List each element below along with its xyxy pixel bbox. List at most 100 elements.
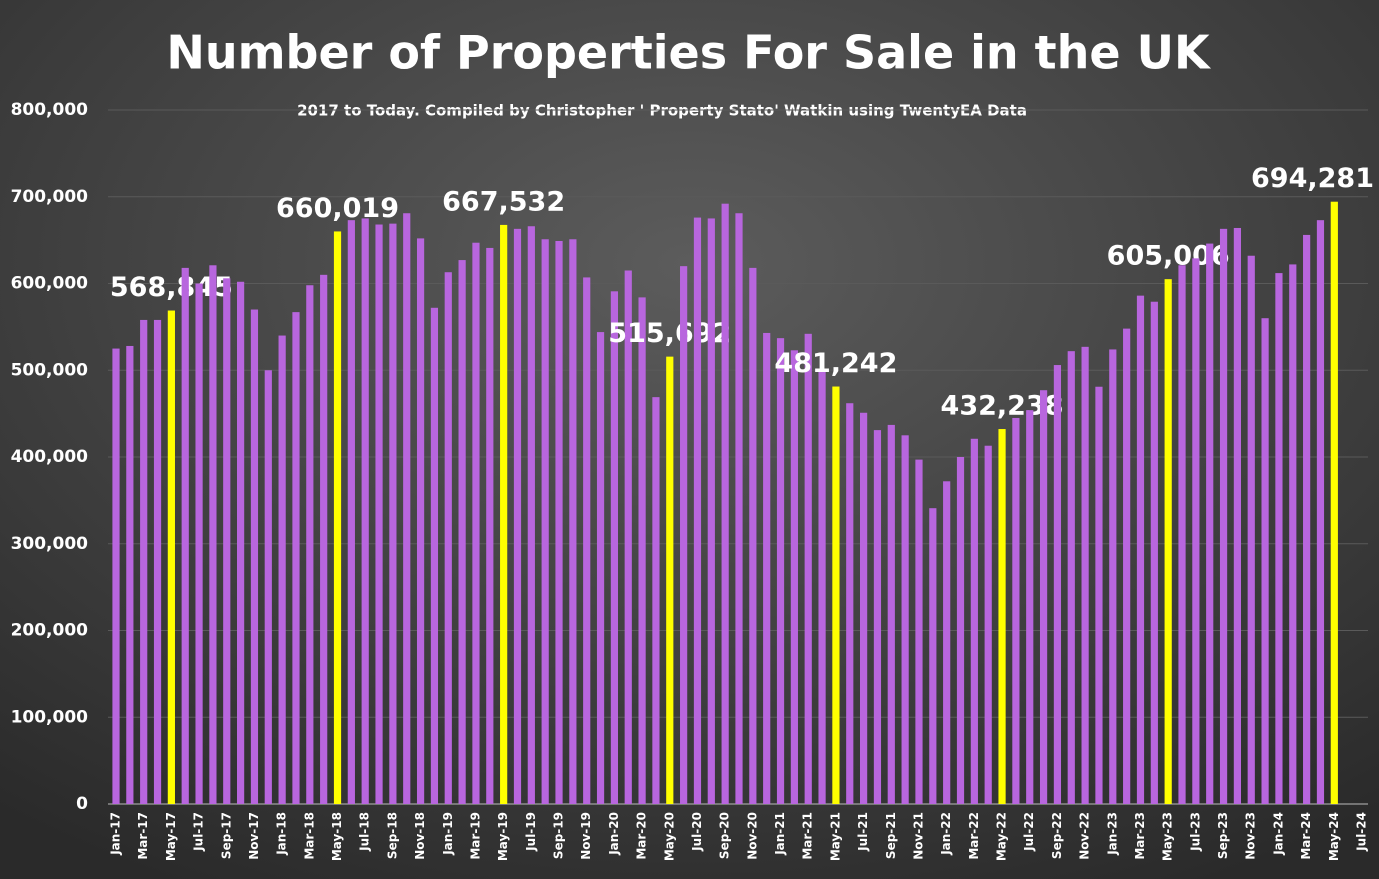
- x-tick-label: Jul-23: [1188, 812, 1202, 852]
- x-tick-label: Nov-19: [579, 812, 593, 860]
- x-tick-label: Nov-17: [247, 812, 261, 860]
- x-tick-label: Jul-18: [358, 812, 372, 852]
- bar: [680, 266, 688, 804]
- x-tick-label: Sep-21: [884, 812, 898, 859]
- bar: [873, 430, 882, 804]
- bar: [638, 297, 646, 804]
- x-tick-label: May-21: [828, 812, 842, 861]
- x-tick-label: Jan-19: [441, 812, 455, 856]
- bar: [292, 312, 300, 804]
- x-tick-label: Mar-22: [967, 812, 981, 860]
- y-tick-label: 600,000: [11, 274, 89, 294]
- x-tick-label: May-18: [330, 812, 344, 861]
- x-tick-label: May-19: [496, 812, 510, 861]
- x-tick-label: Jul-22: [1022, 812, 1036, 852]
- bar: [555, 240, 563, 804]
- chart-title: Number of Properties For Sale in the UK: [166, 26, 1212, 80]
- bar: [347, 220, 355, 805]
- bar: [666, 356, 674, 804]
- bar: [1123, 328, 1131, 804]
- value-label: 660,019: [276, 193, 399, 224]
- x-tick-label: Jul-21: [856, 812, 870, 852]
- bar: [237, 281, 245, 804]
- y-tick-label: 400,000: [11, 447, 89, 467]
- value-label: 667,532: [442, 186, 565, 217]
- bar: [209, 265, 217, 805]
- bar: [763, 332, 771, 804]
- x-tick-label: May-24: [1327, 812, 1341, 861]
- bar: [1039, 390, 1048, 804]
- bar: [112, 348, 120, 804]
- bar: [707, 218, 715, 804]
- bar: [1192, 258, 1200, 804]
- x-tick-label: Jul-24: [1355, 812, 1369, 852]
- bar: [1316, 220, 1325, 805]
- y-tick-label: 300,000: [11, 534, 89, 554]
- bar: [416, 238, 425, 804]
- bar: [1275, 273, 1283, 805]
- y-tick-label: 100,000: [11, 707, 89, 727]
- x-tick-label: Mar-21: [801, 812, 815, 860]
- x-tick-label: May-17: [164, 812, 178, 861]
- x-tick-label: Jan-20: [607, 812, 621, 856]
- bar: [278, 335, 286, 804]
- x-tick-label: Jan-17: [109, 812, 123, 856]
- y-tick-label: 0: [76, 794, 88, 814]
- bar: [610, 291, 618, 804]
- bar: [943, 481, 951, 804]
- x-tick-label: Sep-20: [718, 812, 732, 859]
- bar: [527, 226, 535, 804]
- bar: [375, 224, 383, 804]
- bar: [458, 260, 466, 804]
- bar: [735, 213, 743, 805]
- value-label: 694,281: [1251, 163, 1374, 194]
- bar: [472, 242, 480, 805]
- bar: [804, 333, 812, 804]
- bar: [1081, 346, 1089, 804]
- bar: [1109, 349, 1117, 804]
- x-tick-label: Sep-22: [1050, 812, 1064, 859]
- x-tick-label: Mar-18: [302, 812, 316, 860]
- bar: [126, 345, 134, 804]
- x-tick-label: Jan-23: [1105, 812, 1119, 856]
- bar: [264, 370, 272, 804]
- bar: [693, 217, 702, 804]
- bar: [513, 228, 522, 804]
- bar: [1247, 255, 1255, 805]
- bar: [541, 239, 549, 804]
- bar: [1330, 201, 1338, 804]
- bar: [776, 338, 785, 804]
- x-tick-label: Nov-21: [911, 812, 925, 860]
- bar: [140, 319, 148, 804]
- x-tick-label: Jul-17: [192, 812, 206, 852]
- y-tick-label: 200,000: [11, 621, 89, 641]
- bar: [984, 445, 992, 804]
- x-tick-label: Mar-23: [1133, 812, 1147, 860]
- x-tick-label: Sep-18: [385, 812, 399, 859]
- bar: [1303, 234, 1311, 805]
- bar: [444, 272, 452, 804]
- bar: [1178, 265, 1186, 805]
- bar: [1206, 243, 1214, 805]
- bar: [887, 424, 895, 804]
- bar: [250, 309, 259, 804]
- x-tick-label: Nov-22: [1078, 812, 1092, 860]
- x-tick-label: Jan-24: [1271, 812, 1285, 856]
- bar: [1026, 410, 1034, 804]
- bar: [306, 285, 314, 804]
- bar: [195, 283, 203, 804]
- x-tick-label: May-22: [995, 812, 1009, 861]
- y-tick-label: 800,000: [11, 100, 89, 120]
- x-tick-label: Mar-19: [468, 812, 482, 860]
- bar: [970, 438, 978, 804]
- x-tick-label: Mar-20: [635, 812, 649, 860]
- bar: [818, 370, 826, 804]
- bar: [181, 267, 189, 804]
- bar: [153, 319, 162, 804]
- x-tick-label: May-20: [662, 812, 676, 861]
- bar: [1012, 417, 1020, 804]
- bar: [1067, 351, 1075, 804]
- x-tick-label: Jan-22: [939, 812, 953, 856]
- bar: [1150, 301, 1158, 804]
